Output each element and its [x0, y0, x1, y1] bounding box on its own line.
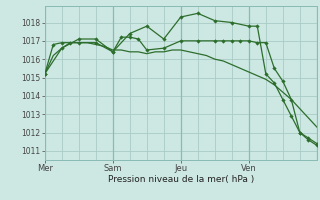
X-axis label: Pression niveau de la mer( hPa ): Pression niveau de la mer( hPa ) [108, 175, 254, 184]
